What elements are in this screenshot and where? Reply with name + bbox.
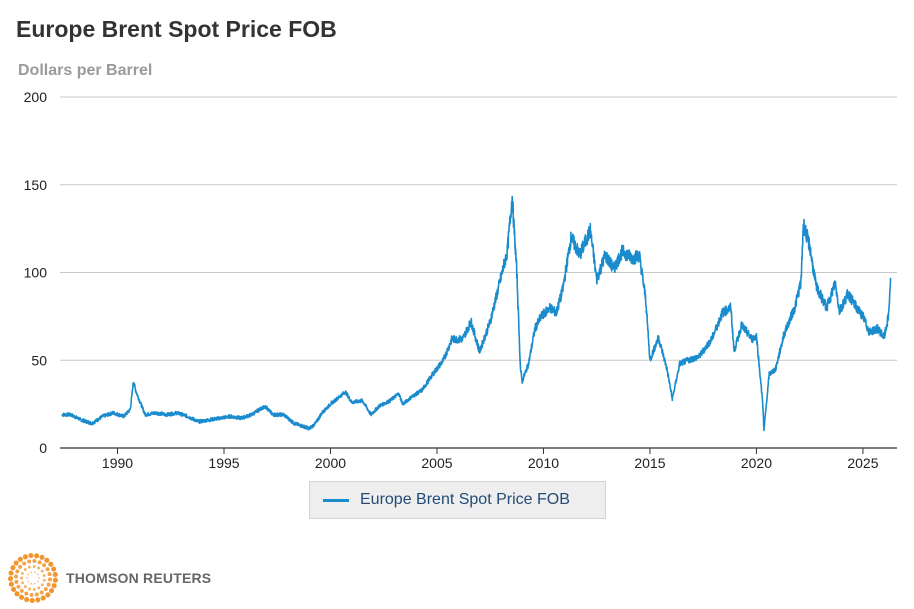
logo-dot (52, 572, 58, 578)
logo-dot (36, 580, 39, 583)
x-tick-label: 2005 (421, 455, 452, 471)
logo-dot (33, 571, 36, 574)
y-tick-label: 200 (24, 89, 48, 105)
logo-dot (45, 592, 51, 598)
logo-dot (13, 560, 19, 566)
logo-dot (32, 587, 36, 591)
logo-dot (22, 561, 27, 566)
x-tick-label: 1990 (102, 455, 133, 471)
logo-dot (17, 556, 23, 562)
logo-dot (21, 571, 24, 575)
logo-dot (27, 573, 30, 576)
logo-dot (27, 565, 31, 569)
logo-dot (27, 559, 32, 564)
logo-dot (23, 585, 27, 589)
logo-dot (33, 582, 36, 585)
x-tick-label: 1995 (208, 455, 239, 471)
y-tick-label: 150 (24, 177, 48, 193)
line-chart: 0 50 100 150 200 1990 1995 2000 2005 2010 2015 202… (24, 89, 897, 471)
logo-dot (27, 580, 30, 583)
x-tick-label: 2020 (741, 455, 772, 471)
logo-dot (47, 577, 52, 582)
series-line-0[interactable] (61, 195, 892, 432)
logo-dot (42, 574, 46, 577)
chart-title: Europe Brent Spot Price FOB (16, 16, 337, 42)
logo-dot (48, 561, 54, 567)
logo-dot (40, 583, 44, 587)
logo-dot (43, 587, 48, 592)
logo-dot (23, 568, 27, 571)
logo-dot (37, 586, 41, 590)
logo-dot (26, 577, 28, 579)
logo-dot (44, 557, 50, 563)
logo-dot (18, 594, 25, 600)
logo-dot (8, 570, 14, 576)
logo-dot (30, 571, 33, 574)
y-tick-label: 50 (31, 352, 47, 368)
x-tick-label: 2015 (634, 455, 665, 471)
logo-dot (36, 573, 39, 576)
logo-dot (18, 564, 23, 569)
logo-dot (24, 597, 30, 603)
logo-dot (49, 588, 55, 594)
y-axis: 0 50 100 150 200 (24, 89, 48, 456)
grid (60, 96, 897, 361)
logo-dot (14, 574, 19, 579)
x-tick-label: 2000 (315, 455, 346, 471)
logo-dot (11, 586, 17, 592)
logo-dot (35, 597, 41, 603)
thomson-reuters-logo-icon (8, 553, 58, 603)
logo-dot (38, 577, 40, 579)
logo-dot (39, 590, 44, 595)
logo-dot (30, 582, 33, 585)
logo-dot (52, 577, 58, 583)
logo-dot (34, 553, 40, 559)
logo-dot (19, 588, 24, 593)
logo-dot (15, 569, 20, 574)
logo-dot (47, 572, 52, 577)
logo-dot (32, 565, 36, 568)
logo-dot (16, 584, 21, 589)
logo-dot (14, 591, 20, 597)
logo-dot (21, 581, 24, 585)
logo-dot (22, 554, 28, 560)
legend-label: Europe Brent Spot Price FOB (360, 491, 570, 508)
legend-swatch (323, 498, 349, 502)
logo-dot (51, 566, 57, 572)
legend[interactable]: Europe Brent Spot Price FOB (309, 481, 606, 519)
x-tick-label: 2025 (847, 455, 878, 471)
logo-dot (8, 581, 14, 587)
logo-dot (37, 560, 42, 565)
y-tick-label: 100 (24, 265, 48, 281)
logo-dot (20, 576, 23, 580)
logo-dot (8, 576, 14, 582)
logo-dot (34, 592, 39, 597)
y-axis-label: Dollars per Barrel (18, 62, 153, 79)
logo-dot (29, 597, 35, 603)
brand-name: THOMSON REUTERS (66, 570, 212, 586)
logo-dot (40, 569, 44, 573)
x-axis: 1990 1995 2000 2005 2010 2015 2020 2025 (60, 447, 897, 471)
logo-dot (45, 567, 50, 572)
logo-dot (24, 591, 29, 596)
logo-dot (39, 554, 45, 560)
logo-dot (46, 582, 51, 587)
logo-dot (32, 559, 37, 564)
logo-dot (42, 563, 47, 568)
logo-dot (37, 566, 41, 570)
logo-dot (29, 592, 34, 597)
y-tick-label: 0 (39, 440, 47, 456)
logo-dot (14, 579, 19, 584)
series-group (61, 195, 892, 432)
logo-dot (10, 565, 16, 571)
logo-dot (28, 587, 31, 591)
logo-dot (42, 578, 46, 582)
logo-dot (40, 595, 46, 601)
logo-dot (51, 583, 57, 589)
x-tick-label: 2010 (528, 455, 559, 471)
logo-dot (28, 553, 34, 559)
